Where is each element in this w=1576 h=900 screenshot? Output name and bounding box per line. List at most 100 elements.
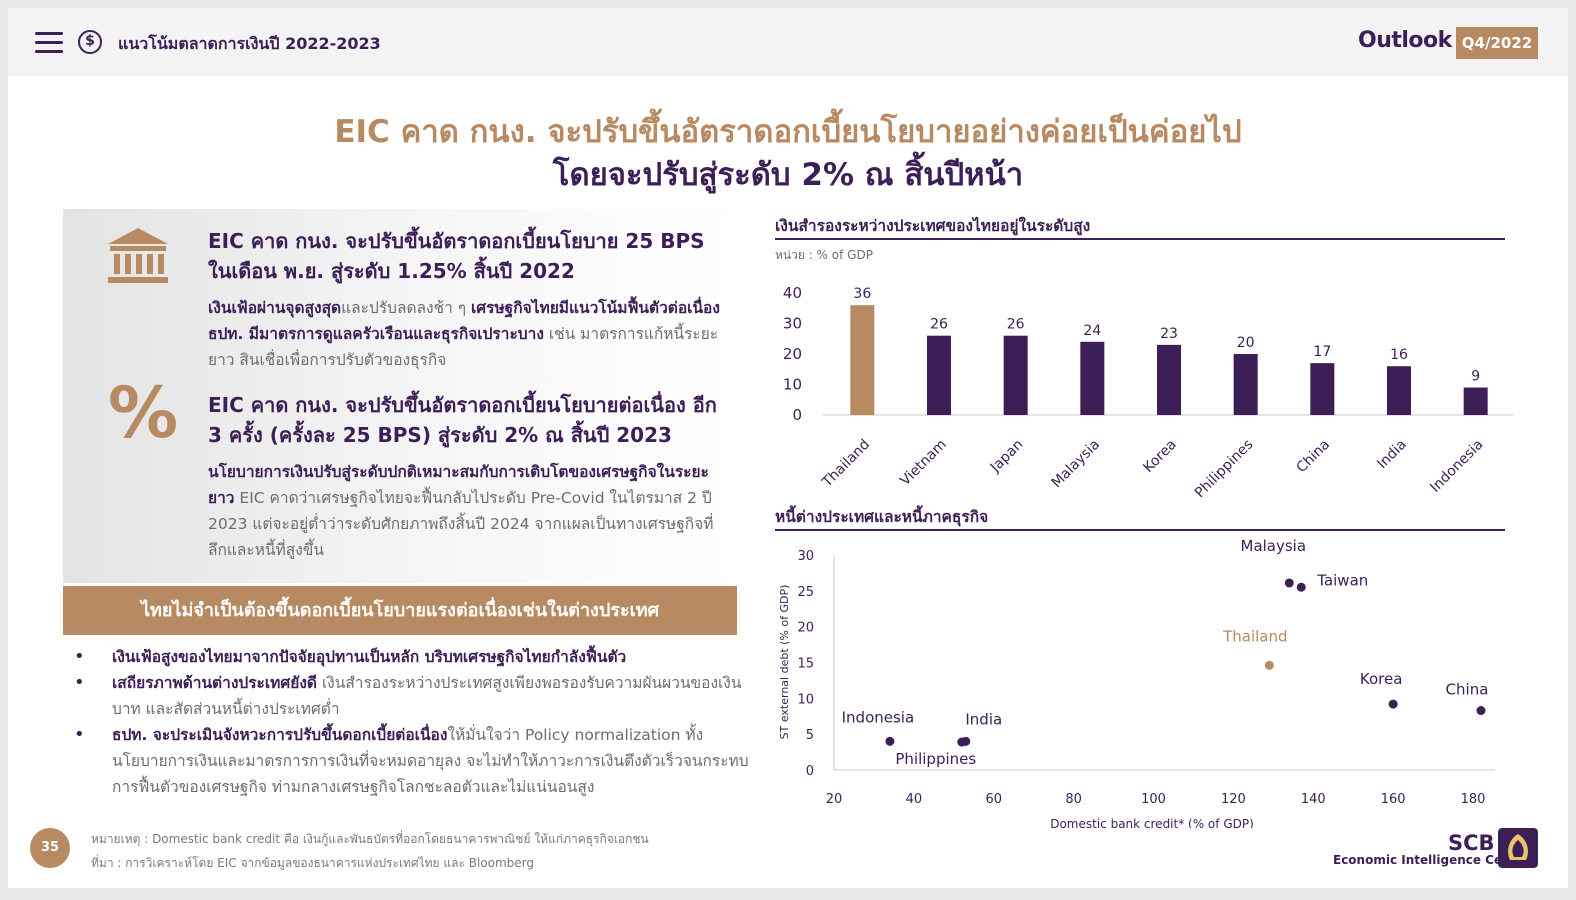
x-tick-label: 120	[1221, 792, 1246, 807]
slide: $ แนวโน้มตลาดการเงินปี 2022-2023 Outlook…	[8, 8, 1568, 888]
bar-chart-unit: หน่วย : % of GDP	[775, 248, 873, 262]
x-tick-label: India	[1374, 437, 1410, 473]
y-tick-label: 0	[806, 764, 814, 779]
scatter-chart-title: หนี้ต่างประเทศและหนี้ภาคธุรกิจ	[775, 508, 989, 526]
data-label: 9	[1471, 369, 1480, 385]
bar	[1310, 363, 1335, 415]
headline-line2: โดยจะปรับสู่ระดับ 2% ณ สิ้นปีหน้า	[552, 157, 1024, 193]
x-tick-label: China	[1294, 437, 1334, 477]
data-label: 16	[1390, 347, 1408, 363]
data-point	[1264, 660, 1274, 670]
block2-text-bold: นโยบายการเงินปรับสู่ระดับปกติเหมาะสมกับก…	[208, 463, 709, 507]
y-tick-label: 40	[783, 284, 802, 302]
coin-icon: $	[78, 30, 102, 54]
scb-logo-icon	[1498, 828, 1538, 868]
block1-title: EIC คาด กนง. จะปรับขึ้นอัตราดอกเบี้ยนโยบ…	[208, 229, 705, 283]
block1-text: เงินเฟ้อผ่านจุดสูงสุดและปรับลดลงช้า ๆ เศ…	[208, 295, 728, 373]
y-tick-label: 10	[797, 692, 814, 707]
data-point	[885, 736, 895, 746]
data-point	[1296, 582, 1306, 592]
scatter-chart-rule	[775, 529, 1505, 531]
y-tick-label: 0	[792, 406, 802, 424]
y-tick-label: 25	[797, 585, 814, 600]
bullet-item: ธปท. จะประเมินจังหวะการปรับขึ้นดอกเบี้ยต…	[70, 722, 750, 800]
x-tick-label: Korea	[1140, 437, 1179, 476]
bullet-bold: เงินเฟ้อสูงของไทยมาจากปัจจัยอุปทานเป็นหล…	[112, 648, 627, 666]
summary-banner: ไทยไม่จำเป็นต้องขึ้นดอกเบี้ยนโยบายแรงต่อ…	[63, 586, 737, 635]
data-label: 24	[1083, 323, 1101, 339]
point-label: Malaysia	[1241, 538, 1307, 555]
bar	[1157, 344, 1181, 415]
y-tick-label: 30	[783, 315, 802, 333]
block2-text-part: EIC คาดว่าเศรษฐกิจไทยจะฟื้นกลับไประดับ P…	[208, 489, 714, 559]
x-tick-label: 180	[1461, 792, 1486, 807]
page-number: 35	[30, 828, 70, 868]
top-bar: $ แนวโน้มตลาดการเงินปี 2022-2023 Outlook…	[8, 8, 1568, 76]
x-tick-label: 20	[826, 792, 843, 807]
y-tick-label: 30	[797, 549, 814, 564]
block1-text-bold2: เศรษฐกิจไทยมีแนวโน้มฟื้นตัวต่อเนื่องธปท.…	[208, 299, 720, 343]
point-label: China	[1446, 681, 1489, 699]
bar	[1003, 335, 1028, 415]
y-tick-label: 20	[783, 345, 802, 363]
data-label: 17	[1313, 344, 1331, 360]
source-note: ที่มา : การวิเคราะห์โดย EIC จากข้อมูลของ…	[91, 856, 534, 870]
block2-text: นโยบายการเงินปรับสู่ระดับปกติเหมาะสมกับก…	[208, 459, 728, 563]
x-tick-label: 40	[906, 792, 923, 807]
block1-text-bold1: เงินเฟ้อผ่านจุดสูงสุด	[208, 299, 342, 317]
x-tick-label: Vietnam	[897, 437, 950, 490]
point-label: Taiwan	[1316, 571, 1368, 589]
quarter-badge: Q4/2022	[1456, 27, 1538, 59]
x-tick-label: 60	[985, 792, 1002, 807]
brand-subtitle: Economic Intelligence Center	[1333, 853, 1531, 867]
bar	[1233, 354, 1258, 415]
headline-line1: EIC คาด กนง. จะปรับขึ้นอัตราดอกเบี้ยนโยบ…	[334, 114, 1242, 150]
x-tick-label: 100	[1141, 792, 1166, 807]
point-label: India	[965, 710, 1002, 728]
bullet-item: เงินเฟ้อสูงของไทยมาจากปัจจัยอุปทานเป็นหล…	[70, 644, 750, 670]
bar	[1387, 366, 1411, 415]
y-tick-label: 5	[806, 728, 814, 743]
point-label: Korea	[1360, 670, 1403, 688]
x-tick-label: Indonesia	[1427, 437, 1486, 496]
block2-title: EIC คาด กนง. จะปรับขึ้นอัตราดอกเบี้ยนโยบ…	[208, 393, 717, 447]
data-label: 26	[930, 317, 948, 333]
bullet-bold: ธปท. จะประเมินจังหวะการปรับขึ้นดอกเบี้ยต…	[112, 726, 448, 744]
footnote: หมายเหตุ : Domestic bank credit คือ เงิน…	[91, 832, 649, 846]
data-point	[1388, 699, 1398, 709]
bar	[850, 305, 875, 415]
bar	[1463, 387, 1488, 415]
x-tick-label: 140	[1301, 792, 1326, 807]
section-title: แนวโน้มตลาดการเงินปี 2022-2023	[118, 34, 381, 53]
bank-icon	[108, 228, 168, 283]
bullet-list: เงินเฟ้อสูงของไทยมาจากปัจจัยอุปทานเป็นหล…	[70, 644, 750, 800]
data-point	[957, 737, 967, 747]
scatter-chart: 0 5 10 15 20 25 30 20 40 60 80 100 120 140 160 180 Domes…	[778, 538, 1495, 828]
outlook-label: Outlook	[1358, 28, 1452, 53]
block1-text-part1: และปรับลดลงช้า ๆ	[341, 299, 471, 317]
data-label: 36	[853, 286, 871, 302]
bar-chart-title: เงินสำรองระหว่างประเทศของไทยอยู่ในระดับส…	[775, 217, 1091, 235]
bullet-text: ให้มั่นใจว่า Policy normalization ทั้งนโ…	[112, 726, 749, 796]
point-label: Thailand	[1222, 627, 1287, 645]
data-label: 20	[1237, 335, 1255, 351]
block1-text-part2: เช่น มาตรการแก้หนี้ระยะยาว สินเชื่อเพื่อ…	[208, 325, 719, 369]
data-label: 26	[1007, 317, 1025, 333]
bullet-item: เสถียรภาพด้านต่างประเทศยังดี เงินสำรองระ…	[70, 670, 750, 722]
x-tick-label: Malaysia	[1049, 437, 1104, 492]
y-tick-label: 20	[797, 621, 814, 636]
x-tick-label: Thailand	[819, 437, 874, 492]
data-label: 23	[1160, 326, 1178, 342]
x-tick-label: Japan	[987, 437, 1027, 477]
menu-icon[interactable]	[35, 32, 63, 54]
bullet-text: เงินสำรองระหว่างประเทศสูงเพียงพอรองรับคว…	[112, 674, 742, 718]
x-tick-label: 160	[1381, 792, 1406, 807]
point-label: Philippines	[895, 750, 976, 768]
y-tick-label: 10	[783, 376, 802, 394]
bullet-bold: เสถียรภาพด้านต่างประเทศยังดี	[112, 674, 317, 692]
bar-chart-rule	[775, 238, 1505, 240]
y-axis-title: ST external debt (% of GDP)	[778, 585, 791, 740]
bar	[1080, 341, 1105, 415]
data-point	[1284, 578, 1294, 588]
bar	[927, 335, 951, 415]
